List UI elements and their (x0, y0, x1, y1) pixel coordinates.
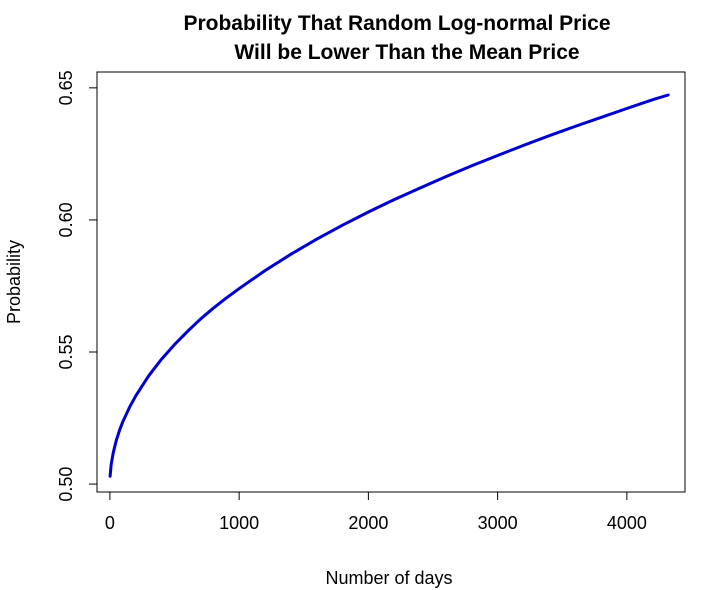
chart-title-line-2: Will be Lower Than the Mean Price (234, 41, 579, 64)
chart-title-line-1: Probability That Random Log-normal Price (183, 12, 610, 35)
series-line (108, 93, 670, 478)
y-axis: 0.50 0.55 0.60 0.65 (56, 70, 98, 502)
x-tick-label: 2000 (348, 513, 388, 533)
x-axis: 0 1000 2000 3000 4000 (105, 491, 647, 533)
x-tick-label: 4000 (607, 513, 647, 533)
y-tick-label: 0.55 (56, 334, 76, 369)
y-tick-label: 0.60 (56, 202, 76, 237)
plot-frame (96, 71, 686, 493)
y-tick-label: 0.50 (56, 467, 76, 502)
x-tick-label: 3000 (478, 513, 518, 533)
x-tick-label: 1000 (219, 513, 259, 533)
y-axis-label: Probability (4, 240, 24, 324)
y-tick-label: 0.65 (56, 70, 76, 105)
x-tick-label: 0 (105, 513, 115, 533)
series-layer (108, 93, 670, 478)
x-axis-label: Number of days (325, 568, 452, 588)
